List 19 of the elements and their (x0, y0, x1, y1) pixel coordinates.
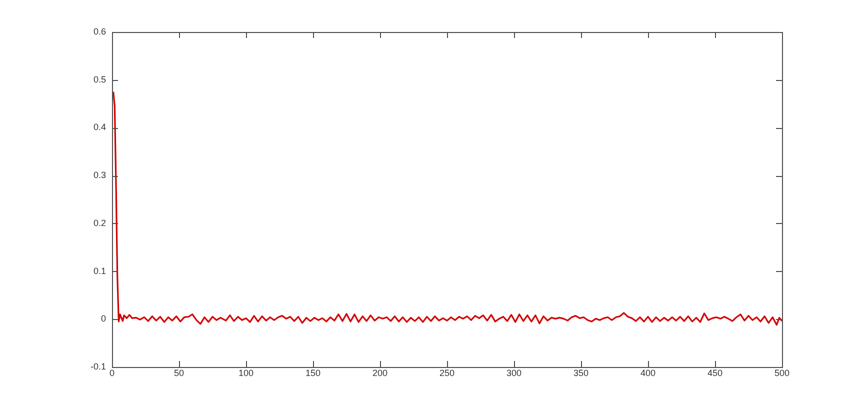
y-tick-label: -0.1 (90, 361, 106, 372)
x-tick-label: 100 (238, 368, 254, 378)
x-tick-label: 500 (774, 368, 790, 378)
y-tick-label: 0 (100, 314, 106, 324)
y-tick-label: 0.2 (93, 218, 106, 228)
x-tick-label: 450 (707, 368, 723, 378)
x-tick-label: 150 (305, 368, 321, 378)
x-tick-label: 0 (109, 368, 115, 378)
x-tick-label: 250 (439, 368, 455, 378)
x-tick-label: 50 (174, 368, 184, 378)
y-tick-label: 0.1 (93, 266, 106, 276)
y-tick-label: 0.4 (93, 122, 106, 132)
y-tick-label: 0.3 (93, 170, 106, 180)
x-tick-label: 350 (573, 368, 589, 378)
x-tick-label: 400 (640, 368, 656, 378)
y-tick-label: 0.6 (93, 26, 106, 36)
x-tick-label: 300 (506, 368, 522, 378)
x-tick-label: 200 (372, 368, 388, 378)
y-tick-label: 0.5 (93, 74, 106, 84)
